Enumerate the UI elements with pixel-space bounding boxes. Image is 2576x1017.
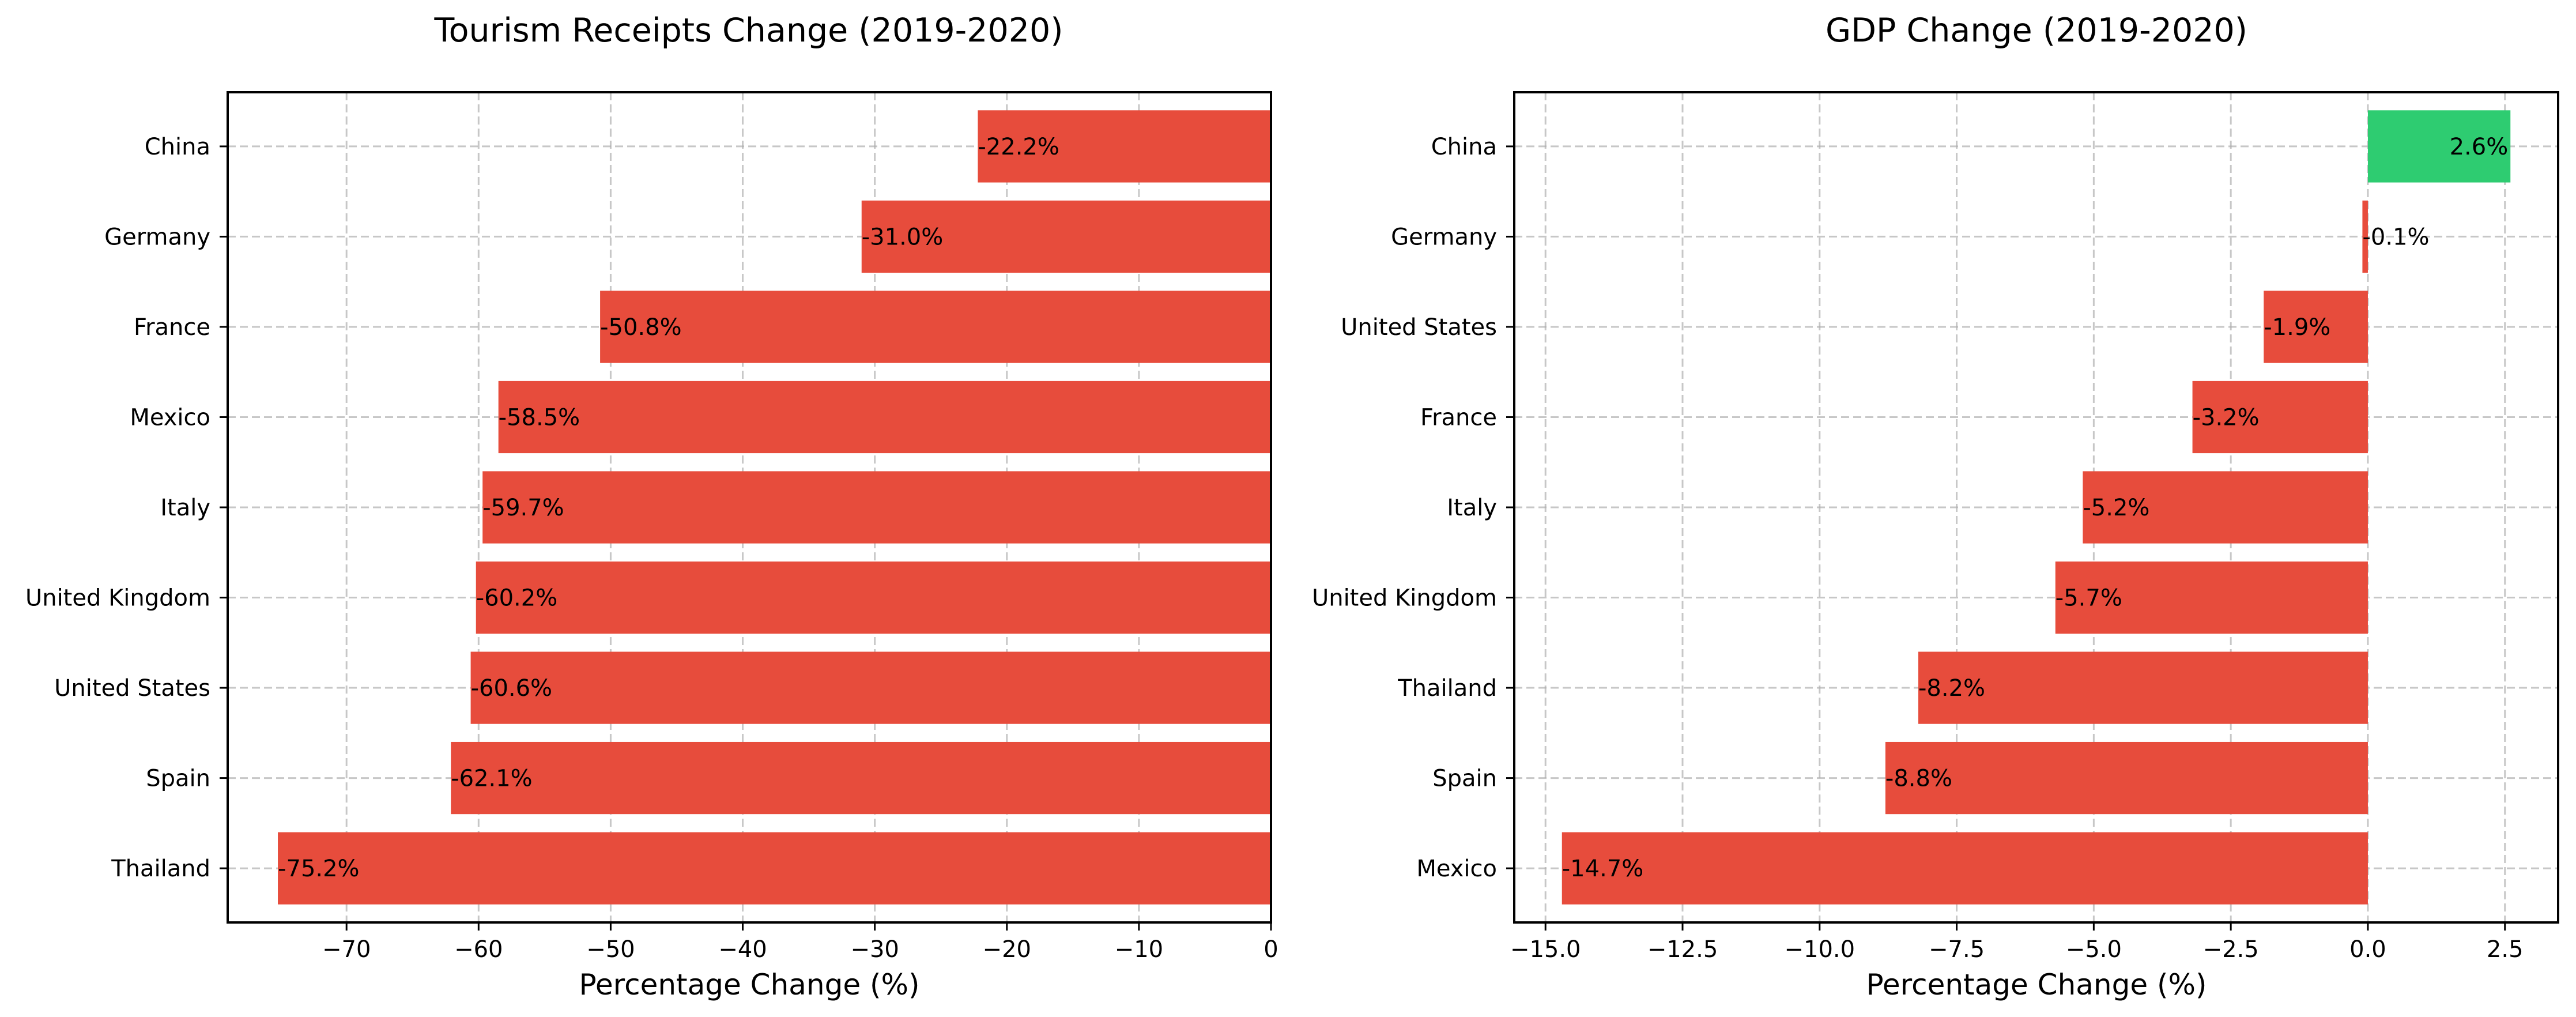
bar	[1562, 832, 2368, 905]
bar	[1885, 741, 2368, 815]
chart-title: Tourism Receipts Change (2019-2020)	[434, 12, 1063, 50]
x-tick-label: −5.0	[2066, 936, 2122, 963]
bar-value-label: -8.8%	[1885, 766, 1952, 792]
x-tick-label: −60	[454, 936, 503, 963]
bar	[1918, 651, 2368, 724]
x-tick-label: −50	[586, 936, 635, 963]
category-label: Italy	[1447, 495, 1497, 521]
category-label: Germany	[1391, 224, 1497, 250]
x-axis-label: Percentage Change (%)	[1866, 968, 2207, 1001]
bar-value-label: -59.7%	[482, 495, 564, 521]
bar	[2083, 471, 2368, 544]
category-label: Mexico	[130, 404, 210, 431]
bar-value-label: -31.0%	[862, 224, 944, 250]
bar-value-label: -58.5%	[499, 404, 580, 431]
x-tick-label: −15.0	[1510, 936, 1581, 963]
bar-value-label: -0.1%	[2362, 224, 2429, 250]
category-label: Thailand	[111, 856, 210, 882]
bar-value-label: -1.9%	[2264, 314, 2330, 341]
x-axis-label: Percentage Change (%)	[579, 968, 919, 1001]
x-tick-label: −30	[850, 936, 899, 963]
bar-value-label: -62.1%	[451, 766, 533, 792]
bar	[476, 561, 1272, 634]
bar-value-label: -3.2%	[2193, 404, 2260, 431]
bar	[978, 110, 1271, 183]
bar	[451, 741, 1271, 815]
bar	[600, 291, 1271, 363]
x-tick-label: −2.5	[2203, 936, 2259, 963]
bar	[2055, 561, 2368, 634]
x-tick-label: 0	[1264, 936, 1278, 963]
gdp-change-panel: GDP Change (2019-2020) 2.6% -0.1% -1.9% -3.…	[1312, 12, 2559, 1001]
category-label: Spain	[146, 766, 210, 792]
bar	[2192, 381, 2368, 454]
bar	[278, 832, 1272, 905]
category-label: China	[145, 134, 210, 160]
x-tick-label: 0.0	[2349, 936, 2386, 963]
category-label: Thailand	[1397, 675, 1497, 702]
bar-value-label: -14.7%	[1562, 856, 1644, 882]
bar-value-label: -22.2%	[978, 134, 1059, 160]
category-label: Italy	[160, 495, 210, 521]
category-label: Germany	[104, 224, 210, 250]
category-label: United Kingdom	[25, 585, 210, 612]
x-tick-label: −7.5	[1929, 936, 1985, 963]
bar-value-label: 2.6%	[2450, 134, 2509, 160]
bar	[2362, 200, 2368, 273]
category-label: Spain	[1432, 766, 1497, 792]
x-tick-label: −10	[1115, 936, 1163, 963]
x-tick-label: −70	[322, 936, 371, 963]
bar	[498, 381, 1271, 454]
bar	[2367, 110, 2511, 183]
bar-value-label: -60.2%	[476, 585, 558, 612]
bar	[2264, 291, 2368, 363]
bar-value-label: -8.2%	[1918, 675, 1985, 702]
chart-title: GDP Change (2019-2020)	[1826, 12, 2247, 50]
category-label: United States	[1341, 314, 1497, 341]
category-label: France	[1420, 404, 1497, 431]
x-tick-label: −40	[718, 936, 767, 963]
category-label: United Kingdom	[1312, 585, 1497, 612]
x-tick-label: −20	[983, 936, 1031, 963]
bar	[470, 651, 1272, 724]
category-label: Mexico	[1416, 856, 1497, 882]
category-label: United States	[54, 675, 210, 702]
bar-value-label: -75.2%	[278, 856, 360, 882]
tourism-receipts-panel: Tourism Receipts Change (2019-2020) -22.…	[25, 12, 1278, 1001]
x-tick-label: 2.5	[2487, 936, 2524, 963]
category-label: France	[134, 314, 210, 341]
bar-value-label: -5.2%	[2083, 495, 2149, 521]
bar	[482, 471, 1271, 544]
bar	[861, 200, 1271, 273]
bar-value-label: -60.6%	[471, 675, 553, 702]
bar-value-label: -50.8%	[600, 314, 682, 341]
x-tick-label: −12.5	[1647, 936, 1718, 963]
x-tick-label: −10.0	[1785, 936, 1855, 963]
category-label: China	[1431, 134, 1497, 160]
bar-value-label: -5.7%	[2055, 585, 2122, 612]
